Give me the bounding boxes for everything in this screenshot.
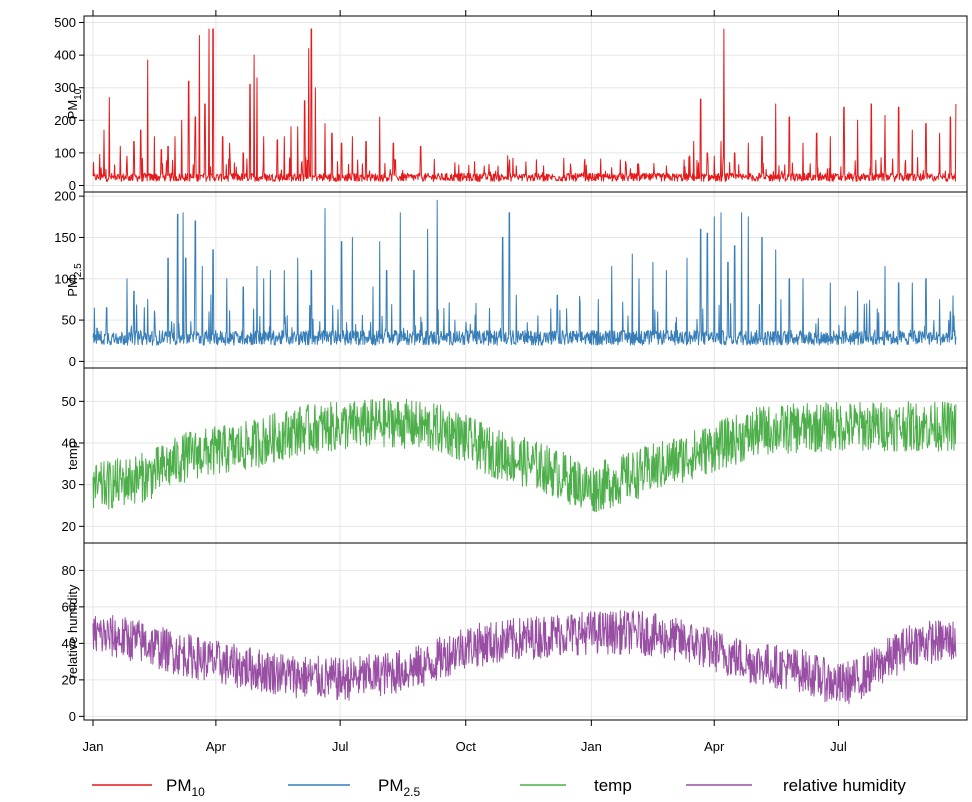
y-tick-label: 50: [62, 313, 76, 328]
y-tick-label: 20: [62, 519, 76, 534]
legend-label-3: relative humidity: [783, 776, 906, 795]
y-tick-label: 400: [54, 48, 76, 63]
y-tick-label: 150: [54, 230, 76, 245]
series-line-pm25: [92, 199, 957, 346]
x-tick-label: Apr: [206, 739, 227, 754]
y-tick-label: 300: [54, 80, 76, 95]
x-tick-label: Apr: [704, 739, 725, 754]
y-tick-label: 100: [54, 271, 76, 286]
y-tick-label: 200: [54, 113, 76, 128]
series-line-temp: [92, 398, 957, 513]
x-tick-label: Jan: [83, 739, 104, 754]
y-tick-label: 20: [62, 672, 76, 687]
y-tick-label: 30: [62, 477, 76, 492]
x-tick-label: Jan: [581, 739, 602, 754]
series-line-rh: [92, 610, 957, 705]
y-tick-label: 40: [62, 636, 76, 651]
series-line-pm10: [92, 28, 957, 182]
y-axis-label-pm10: PM10: [65, 88, 84, 119]
y-tick-label: 200: [54, 189, 76, 204]
panel-frame-rh: [83, 542, 968, 721]
legend-label-2: temp: [594, 776, 632, 795]
y-tick-label: 0: [69, 709, 76, 724]
y-tick-label: 80: [62, 563, 76, 578]
y-tick-label: 0: [69, 178, 76, 193]
y-axis-label-pm25: PM2.5: [65, 263, 84, 297]
y-tick-label: 50: [62, 394, 76, 409]
y-tick-label: 60: [62, 599, 76, 614]
x-tick-label: Jul: [830, 739, 847, 754]
y-axis-label-temp: temp: [65, 441, 80, 470]
y-axis-label-rh: relative humidity: [65, 584, 80, 678]
x-tick-label: Jul: [332, 739, 349, 754]
y-tick-label: 100: [54, 145, 76, 160]
legend-label-0: PM10: [166, 776, 205, 799]
legend-label-1: PM2.5: [378, 776, 421, 799]
y-tick-label: 500: [54, 15, 76, 30]
y-tick-label: 0: [69, 354, 76, 369]
y-tick-label: 40: [62, 436, 76, 451]
x-tick-label: Oct: [456, 739, 477, 754]
